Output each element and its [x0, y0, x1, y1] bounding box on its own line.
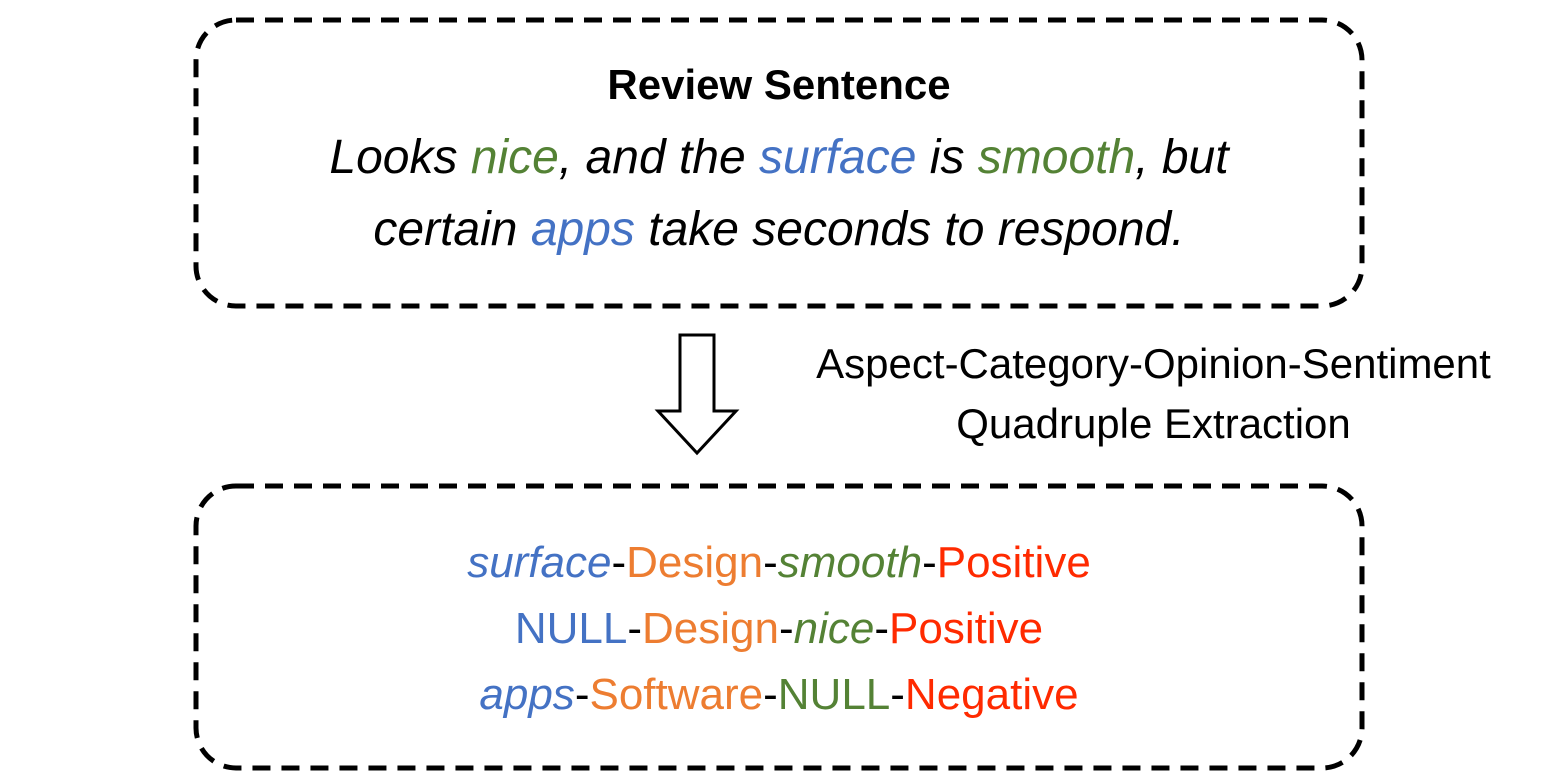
task-label-line-2: Quadruple Extraction	[740, 394, 1567, 454]
plain-text: is	[916, 131, 977, 184]
opinion-term: smooth	[778, 538, 922, 587]
review-sentence-line-1: Looks nice, and the surface is smooth, b…	[196, 122, 1362, 194]
plain-text: certain	[373, 203, 530, 256]
plain-text: -	[611, 538, 626, 587]
plain-text: -	[627, 604, 642, 653]
opinion-term: smooth	[978, 131, 1135, 184]
plain-text: -	[874, 604, 889, 653]
plain-text: -	[575, 670, 590, 719]
category-term: Software	[589, 670, 763, 719]
task-label: Aspect-Category-Opinion-Sentiment Quadru…	[740, 334, 1567, 454]
quadruple-row: apps-Software-NULL-Negative	[196, 662, 1362, 728]
aspect-term: NULL	[515, 604, 628, 653]
sentiment-term: Positive	[937, 538, 1091, 587]
down-arrow-icon	[654, 333, 740, 462]
plain-text: -	[890, 670, 905, 719]
aspect-term: surface	[467, 538, 611, 587]
review-sentence-line-2: certain apps take seconds to respond.	[196, 194, 1362, 266]
sentiment-term: Positive	[889, 604, 1043, 653]
sentiment-term: Negative	[905, 670, 1079, 719]
review-sentence: Looks nice, and the surface is smooth, b…	[196, 122, 1362, 266]
plain-text: Looks	[329, 131, 470, 184]
category-term: Design	[626, 538, 763, 587]
plain-text: -	[763, 670, 778, 719]
task-label-line-1: Aspect-Category-Opinion-Sentiment	[740, 334, 1567, 394]
quadruple-row: NULL-Design-nice-Positive	[196, 596, 1362, 662]
plain-text: take seconds to respond.	[635, 203, 1185, 256]
plain-text: -	[922, 538, 937, 587]
plain-text: -	[779, 604, 794, 653]
plain-text: , but	[1135, 131, 1228, 184]
opinion-term: NULL	[778, 670, 891, 719]
output-box: surface-Design-smooth-Positive NULL-Desi…	[196, 530, 1362, 728]
plain-text: -	[763, 538, 778, 587]
aspect-term: surface	[759, 131, 916, 184]
review-box-title: Review Sentence	[196, 58, 1362, 112]
category-term: Design	[642, 604, 779, 653]
opinion-term: nice	[471, 131, 559, 184]
plain-text: , and the	[559, 131, 759, 184]
opinion-term: nice	[794, 604, 875, 653]
aspect-term: apps	[479, 670, 574, 719]
aspect-term: apps	[531, 203, 635, 256]
quadruple-row: surface-Design-smooth-Positive	[196, 530, 1362, 596]
review-box: Review Sentence Looks nice, and the surf…	[196, 58, 1362, 266]
